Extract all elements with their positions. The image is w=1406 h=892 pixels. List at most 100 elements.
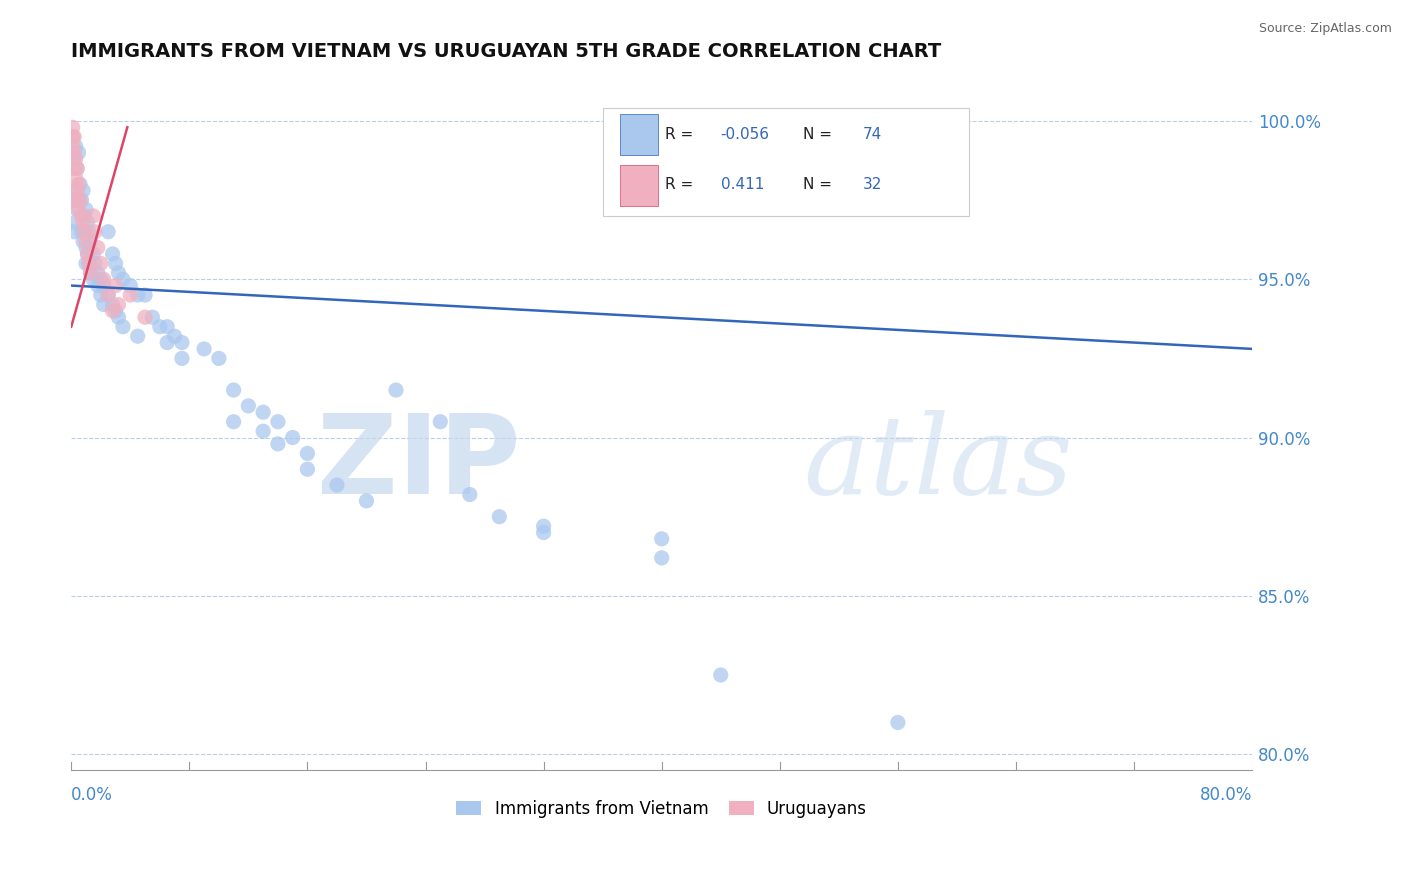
Point — [76, 215, 98, 229]
Point — [70, 193, 93, 207]
Point — [66, 161, 89, 176]
FancyBboxPatch shape — [620, 165, 658, 206]
Point — [533, 519, 555, 533]
Point — [70, 209, 93, 223]
Point — [79, 266, 101, 280]
Point — [67, 145, 90, 160]
Point — [63, 161, 86, 176]
Point — [70, 225, 93, 239]
Point — [79, 234, 101, 248]
Point — [75, 256, 97, 270]
Point — [252, 405, 274, 419]
Text: 0.0%: 0.0% — [72, 786, 112, 804]
Point — [170, 351, 193, 366]
Point — [90, 288, 112, 302]
Text: 74: 74 — [862, 127, 882, 142]
Point — [156, 319, 179, 334]
Point — [429, 415, 451, 429]
Point — [65, 170, 87, 185]
Point — [87, 266, 110, 280]
Point — [73, 225, 96, 239]
Text: IMMIGRANTS FROM VIETNAM VS URUGUAYAN 5TH GRADE CORRELATION CHART: IMMIGRANTS FROM VIETNAM VS URUGUAYAN 5TH… — [72, 42, 942, 61]
Point — [79, 266, 101, 280]
Point — [72, 215, 94, 229]
Point — [65, 215, 87, 229]
Point — [90, 256, 112, 270]
Point — [82, 272, 104, 286]
Point — [63, 152, 86, 166]
Point — [72, 234, 94, 248]
Point — [65, 193, 87, 207]
Point — [238, 399, 260, 413]
Point — [107, 266, 129, 280]
Point — [651, 550, 673, 565]
Point — [104, 278, 127, 293]
Point — [111, 272, 134, 286]
Point — [101, 304, 124, 318]
Point — [97, 288, 120, 302]
Point — [97, 288, 120, 302]
Text: 0.411: 0.411 — [721, 178, 763, 193]
Point — [127, 329, 149, 343]
Text: Source: ZipAtlas.com: Source: ZipAtlas.com — [1258, 22, 1392, 36]
Point — [101, 297, 124, 311]
FancyBboxPatch shape — [603, 108, 969, 216]
Point — [65, 152, 87, 166]
Point — [134, 310, 156, 325]
Point — [127, 288, 149, 302]
Point — [62, 120, 84, 135]
Point — [252, 424, 274, 438]
Point — [533, 525, 555, 540]
Point — [63, 145, 86, 160]
Point — [75, 202, 97, 217]
Point — [385, 383, 408, 397]
Point — [107, 310, 129, 325]
Point — [82, 209, 104, 223]
Point — [69, 178, 91, 192]
Point — [72, 184, 94, 198]
Point — [120, 278, 142, 293]
Point — [93, 272, 115, 286]
Point — [65, 184, 87, 198]
Point — [66, 161, 89, 176]
Point — [163, 329, 186, 343]
Point — [107, 297, 129, 311]
Text: R =: R = — [665, 178, 693, 193]
Text: 32: 32 — [862, 178, 882, 193]
Point — [66, 184, 89, 198]
Point — [208, 351, 231, 366]
Point — [120, 288, 142, 302]
Point — [356, 494, 378, 508]
Point — [87, 241, 110, 255]
Point — [281, 431, 304, 445]
Point — [149, 319, 172, 334]
Point — [77, 256, 100, 270]
Point — [90, 272, 112, 286]
Text: N =: N = — [803, 127, 832, 142]
Point — [488, 509, 510, 524]
Point — [62, 129, 84, 144]
Text: atlas: atlas — [803, 409, 1073, 517]
Point — [104, 304, 127, 318]
Point — [63, 225, 86, 239]
Point — [77, 225, 100, 239]
Point — [75, 234, 97, 248]
Point — [83, 225, 105, 239]
Point — [710, 668, 733, 682]
Point — [458, 487, 481, 501]
Point — [75, 241, 97, 255]
Point — [222, 415, 245, 429]
Point — [651, 532, 673, 546]
Point — [887, 715, 910, 730]
Point — [93, 278, 115, 293]
Point — [326, 478, 349, 492]
Text: N =: N = — [803, 178, 832, 193]
Point — [141, 310, 163, 325]
Point — [67, 202, 90, 217]
Point — [297, 446, 319, 460]
Point — [267, 437, 290, 451]
Point — [97, 225, 120, 239]
Point — [73, 209, 96, 223]
Text: -0.056: -0.056 — [721, 127, 769, 142]
Point — [67, 193, 90, 207]
